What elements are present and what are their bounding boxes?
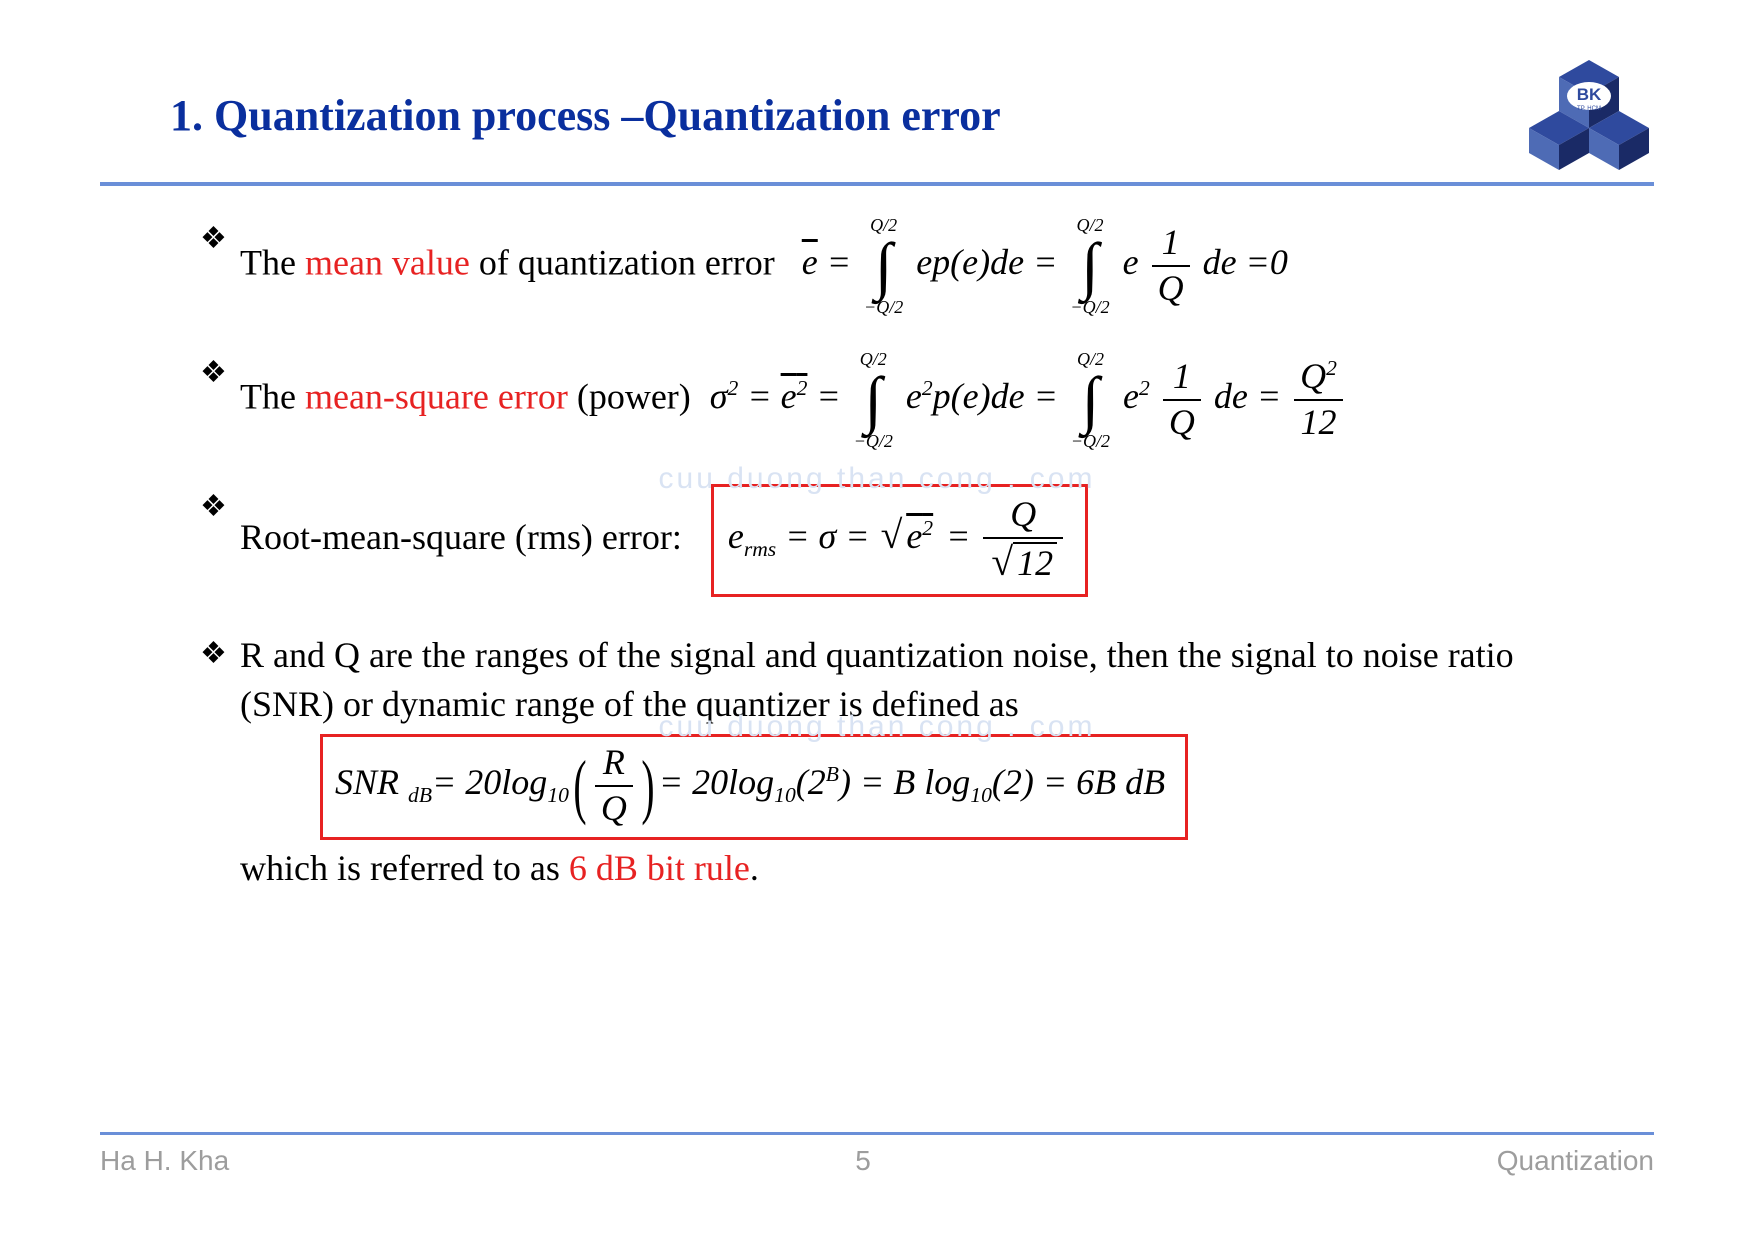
eq-sym: (2 bbox=[796, 762, 826, 802]
eq-sym: ) = bbox=[839, 762, 893, 802]
footer-author: Ha H. Kha bbox=[100, 1145, 229, 1177]
eq-sym: = bbox=[776, 516, 818, 556]
eq-sym: = bbox=[807, 376, 849, 416]
eq-sym: = 20log bbox=[432, 762, 547, 802]
diamond-bullet-icon: ❖ bbox=[200, 484, 240, 529]
text: which is referred to as bbox=[240, 848, 569, 888]
bullet-mean-value: ❖ The mean value of quantization error e… bbox=[200, 216, 1614, 316]
integral-icon: Q/2∫−Q/2 bbox=[854, 350, 893, 450]
eq-sym: dB bbox=[408, 783, 432, 807]
eq-sym: = bbox=[1025, 376, 1067, 416]
paren-right-icon: ) bbox=[641, 754, 654, 819]
bullet-rms: ❖ Root-mean-square (rms) error: erms = σ… bbox=[200, 484, 1614, 597]
eq-sym: p(e)de bbox=[933, 376, 1025, 416]
fraction: Q212 bbox=[1294, 357, 1343, 442]
fraction: Q12 bbox=[983, 495, 1063, 584]
slide-title: 1. Quantization process –Quantization er… bbox=[170, 90, 1001, 141]
eq-sym: = bbox=[818, 242, 860, 282]
eq-sym: =0 bbox=[1237, 242, 1288, 282]
footer-topic: Quantization bbox=[1497, 1145, 1654, 1177]
eq-sym: = bbox=[1248, 376, 1290, 416]
text-red: mean-square error bbox=[305, 376, 568, 416]
eq-sym: σ bbox=[710, 376, 728, 416]
eq-sym: = bbox=[836, 516, 878, 556]
eq-sym: = bbox=[738, 376, 780, 416]
eq-sym: rms bbox=[744, 537, 776, 561]
text-closing: which is referred to as 6 dB bit rule. bbox=[240, 844, 1614, 893]
eq-sym: e bbox=[1123, 242, 1139, 282]
eq-sym: de bbox=[1203, 242, 1237, 282]
integral-icon: Q/2∫−Q/2 bbox=[1071, 350, 1110, 450]
eq-sym: e bbox=[1123, 376, 1139, 416]
eq-sym: B bbox=[893, 762, 915, 802]
text: of quantization error bbox=[470, 242, 775, 282]
eq-sym: de bbox=[1214, 376, 1248, 416]
fraction: RQ bbox=[595, 743, 633, 828]
text: R and Q are the ranges of the signal and… bbox=[240, 631, 1614, 728]
eq-sym: 10 bbox=[774, 783, 796, 807]
eq-sym: = 20log bbox=[659, 762, 774, 802]
slide: 1. Quantization process –Quantization er… bbox=[0, 0, 1754, 1240]
eq-sym: B bbox=[1094, 762, 1116, 802]
svg-text:BK: BK bbox=[1577, 85, 1602, 104]
footer-page-number: 5 bbox=[855, 1145, 871, 1177]
footer: Ha H. Kha 5 Quantization bbox=[100, 1132, 1654, 1182]
eq-sym: (2) = 6 bbox=[992, 762, 1094, 802]
text: . bbox=[750, 848, 759, 888]
fraction: 1Q bbox=[1152, 223, 1190, 308]
text-red: 6 dB bit rule bbox=[569, 848, 750, 888]
eq-sym: e bbox=[728, 516, 744, 556]
svg-text:TP. HCM: TP. HCM bbox=[1577, 106, 1601, 112]
title-row: 1. Quantization process –Quantization er… bbox=[100, 60, 1654, 170]
paren-left-icon: ( bbox=[573, 754, 586, 819]
eq-sym: SNR bbox=[335, 762, 408, 802]
eq-sym: 10 bbox=[970, 783, 992, 807]
diamond-bullet-icon: ❖ bbox=[200, 631, 240, 676]
text: (power) bbox=[568, 376, 691, 416]
equation-snr-box: SNR dB= 20log10 ( RQ ) = 20log10(2B) = B… bbox=[320, 734, 1188, 839]
bk-logo: BK TP. HCM bbox=[1524, 60, 1654, 170]
text: Root-mean-square (rms) error: bbox=[240, 517, 682, 557]
eq-sym: = bbox=[1024, 242, 1066, 282]
equation-mean: e = Q/2∫−Q/2 ep(e)de = Q/2∫−Q/2 e 1Q de … bbox=[802, 242, 1288, 282]
eq-sym: log bbox=[924, 762, 970, 802]
eq-sym: e bbox=[906, 376, 922, 416]
bullet-mean-square: ❖ The mean-square error (power) σ2 = e2 … bbox=[200, 350, 1614, 450]
eq-sym: = bbox=[937, 516, 979, 556]
sqrt-icon: e2 bbox=[879, 509, 938, 562]
eq-sym: e bbox=[802, 242, 818, 282]
integral-icon: Q/2∫−Q/2 bbox=[864, 216, 903, 316]
eq-sym: ep(e)de bbox=[916, 242, 1024, 282]
eq-sym: 10 bbox=[547, 783, 569, 807]
text: The bbox=[240, 376, 305, 416]
diamond-bullet-icon: ❖ bbox=[200, 216, 240, 261]
title-underline bbox=[100, 182, 1654, 186]
integral-icon: Q/2∫−Q/2 bbox=[1070, 216, 1109, 316]
text-red: mean value bbox=[305, 242, 470, 282]
content-area: ❖ The mean value of quantization error e… bbox=[100, 216, 1654, 892]
diamond-bullet-icon: ❖ bbox=[200, 350, 240, 395]
eq-sym: dB bbox=[1116, 762, 1165, 802]
eq-sym: B bbox=[826, 762, 839, 786]
logo-cubes-icon bbox=[1529, 60, 1649, 170]
fraction: 1Q bbox=[1163, 357, 1201, 442]
eq-sym: e bbox=[781, 376, 797, 416]
text: The bbox=[240, 242, 305, 282]
footer-line bbox=[100, 1132, 1654, 1135]
sqrt-icon: 12 bbox=[989, 541, 1057, 585]
eq-sym: σ bbox=[819, 516, 837, 556]
equation-rms-box: erms = σ = e2 = Q12 bbox=[711, 484, 1088, 597]
bullet-snr: ❖ R and Q are the ranges of the signal a… bbox=[200, 631, 1614, 892]
equation-mse: σ2 = e2 = Q/2∫−Q/2 e2p(e)de = Q/2∫−Q/2 e… bbox=[710, 376, 1347, 416]
